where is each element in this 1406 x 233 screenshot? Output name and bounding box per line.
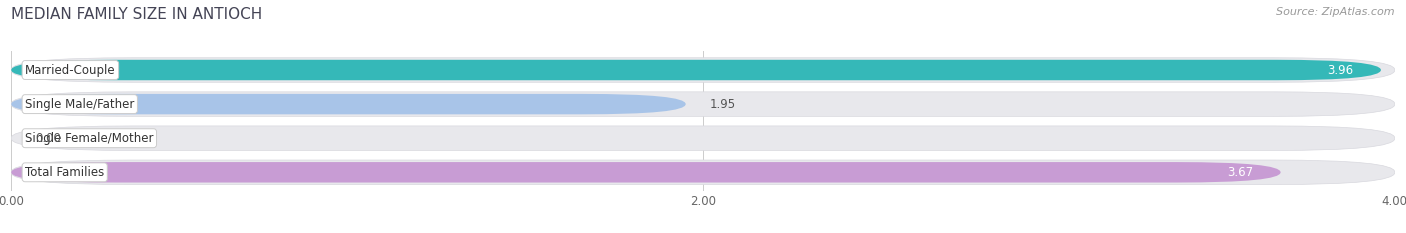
FancyBboxPatch shape: [11, 58, 1395, 82]
Text: Total Families: Total Families: [25, 166, 104, 179]
FancyBboxPatch shape: [11, 160, 1395, 185]
FancyBboxPatch shape: [11, 92, 1395, 116]
Text: Single Male/Father: Single Male/Father: [25, 98, 135, 111]
Text: 3.67: 3.67: [1227, 166, 1253, 179]
Text: Single Female/Mother: Single Female/Mother: [25, 132, 153, 145]
FancyBboxPatch shape: [11, 162, 1281, 182]
Text: 3.96: 3.96: [1327, 64, 1353, 76]
Text: MEDIAN FAMILY SIZE IN ANTIOCH: MEDIAN FAMILY SIZE IN ANTIOCH: [11, 7, 263, 22]
FancyBboxPatch shape: [11, 94, 686, 114]
FancyBboxPatch shape: [11, 60, 1381, 80]
Text: 1.95: 1.95: [710, 98, 737, 111]
FancyBboxPatch shape: [11, 126, 1395, 151]
Text: Married-Couple: Married-Couple: [25, 64, 115, 76]
Text: 0.00: 0.00: [35, 132, 62, 145]
Text: Source: ZipAtlas.com: Source: ZipAtlas.com: [1277, 7, 1395, 17]
